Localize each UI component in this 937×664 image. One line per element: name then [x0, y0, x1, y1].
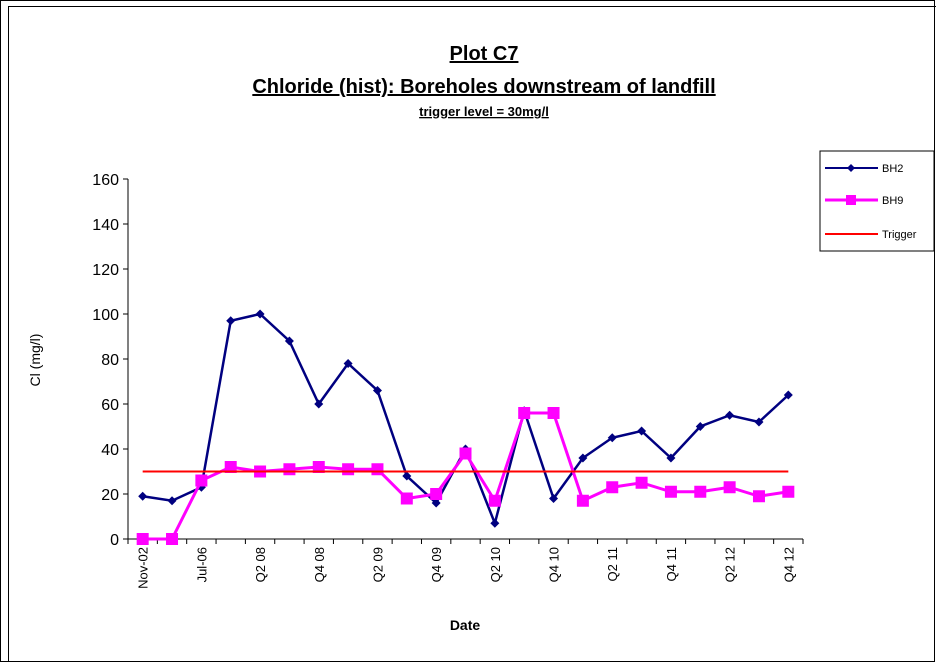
x-tick-label: Q2 11 — [605, 547, 620, 581]
chart-title: Plot C7 — [450, 43, 519, 65]
chart-subtitle: Chloride (hist): Boreholes downstream of… — [252, 76, 715, 98]
x-tick-label: Q2 12 — [723, 547, 738, 582]
data-point-bh2 — [637, 426, 647, 436]
x-tick-label: Q4 08 — [312, 547, 327, 582]
data-point-bh9 — [371, 463, 384, 476]
data-point-bh9 — [782, 485, 795, 498]
data-point-bh2 — [314, 399, 324, 409]
data-point-bh9 — [723, 481, 736, 494]
y-tick-label: 160 — [92, 172, 119, 189]
data-point-bh2 — [255, 309, 265, 319]
data-point-bh9 — [752, 490, 765, 503]
chart-note: trigger level = 30mg/l — [419, 104, 549, 119]
x-tick-label: Jul-06 — [194, 547, 209, 582]
plot-area — [136, 309, 795, 545]
data-point-bh9 — [635, 476, 648, 489]
data-point-bh2 — [343, 359, 353, 368]
series-line-bh9 — [142, 411, 789, 541]
data-point-bh9 — [312, 461, 325, 473]
data-point-bh9 — [342, 463, 355, 476]
data-point-bh9 — [518, 407, 531, 419]
data-point-bh2 — [783, 390, 793, 400]
data-point-bh9 — [400, 492, 413, 505]
x-tick-label: Q4 11 — [664, 547, 679, 581]
x-tick-label: Nov-02 — [136, 547, 151, 589]
y-tick-label: 60 — [101, 397, 119, 414]
data-point-bh2 — [402, 471, 412, 481]
data-point-bh2 — [226, 316, 236, 326]
data-point-bh2 — [607, 433, 617, 443]
data-point-bh2 — [431, 498, 441, 508]
x-tick-label: Q2 10 — [488, 547, 503, 582]
y-tick-label: 120 — [92, 262, 119, 279]
x-tick-label: Q4 09 — [429, 547, 444, 582]
y-tick-label: 100 — [92, 307, 119, 324]
data-point-bh9 — [459, 447, 472, 460]
data-point-bh9 — [166, 533, 179, 545]
data-point-bh2 — [284, 336, 294, 346]
x-tick-label: Q4 10 — [547, 547, 562, 582]
data-point-bh2 — [725, 410, 735, 420]
legend-label: BH9 — [882, 195, 903, 207]
data-point-bh9 — [488, 494, 501, 507]
data-point-bh9 — [664, 485, 677, 498]
chart-area-border — [8, 6, 936, 662]
y-axis-label: Cl (mg/l) — [27, 334, 43, 387]
data-point-bh9 — [430, 488, 443, 500]
data-point-bh9 — [136, 533, 149, 545]
data-point-bh2 — [167, 496, 177, 506]
y-tick-label: 80 — [101, 352, 119, 369]
data-point-bh9 — [547, 407, 560, 419]
x-tick-label: Q4 12 — [781, 547, 796, 582]
y-tick-label: 40 — [101, 442, 119, 459]
data-point-bh2 — [695, 422, 705, 431]
data-point-bh2 — [666, 453, 676, 463]
legend-label: BH2 — [882, 163, 903, 175]
legend: BH2 BH9 Trigger — [819, 150, 935, 252]
y-tick-label: 140 — [92, 217, 119, 234]
x-axis-label: Date — [450, 617, 481, 633]
x-tick-label: Q2 09 — [370, 547, 385, 582]
data-point-bh2 — [578, 453, 588, 463]
x-tick-label: Q2 08 — [253, 547, 268, 582]
data-point-bh2 — [372, 386, 382, 395]
data-point-bh9 — [224, 461, 237, 473]
data-point-bh9 — [195, 474, 208, 487]
data-point-bh2 — [549, 494, 559, 503]
data-point-bh2 — [138, 491, 148, 501]
legend-marker — [847, 164, 855, 172]
data-point-bh9 — [283, 463, 296, 476]
data-point-bh2 — [754, 417, 764, 427]
data-point-bh9 — [576, 494, 589, 507]
data-point-bh2 — [490, 518, 500, 528]
y-tick-label: 20 — [101, 487, 119, 504]
y-tick-label: 0 — [110, 532, 119, 549]
axes: 0 20 40 60 80 100 120 140 160 Nov-02 Jul-06 Q2 08 Q4… — [92, 172, 804, 589]
data-point-bh9 — [694, 485, 707, 498]
legend-marker — [846, 195, 856, 205]
legend-label: Trigger — [882, 229, 917, 241]
data-point-bh9 — [606, 481, 619, 494]
